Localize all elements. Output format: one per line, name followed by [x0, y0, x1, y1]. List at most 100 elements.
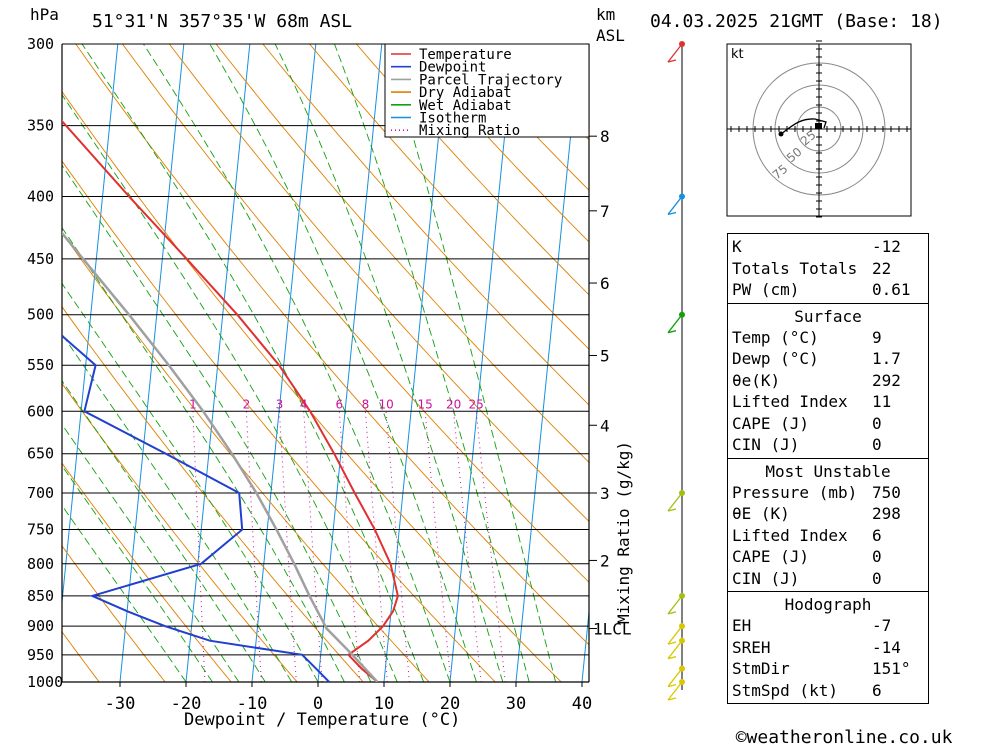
x-tick-label: -30 — [105, 694, 136, 714]
datetime-label: 04.03.2025 21GMT (Base: 18) — [650, 13, 943, 31]
pressure-tick-label: 800 — [27, 555, 54, 573]
index-value: -14 — [872, 637, 928, 659]
index-value: 1.7 — [872, 348, 928, 370]
wind-barb-staff — [668, 596, 682, 614]
index-row: PW (cm)0.61 — [728, 279, 928, 301]
wind-barb-staff — [668, 493, 682, 511]
pressure-tick-label: 450 — [27, 250, 54, 268]
km-tick-label: 6 — [600, 274, 610, 293]
mixing-ratio-line — [454, 411, 482, 682]
index-row: SREH-14 — [728, 637, 928, 659]
index-label: CIN (J) — [732, 434, 872, 456]
index-label: StmDir — [732, 658, 872, 680]
index-value: 0 — [872, 413, 928, 435]
index-label: CAPE (J) — [732, 413, 872, 435]
hodograph-unit-label: kt — [731, 47, 744, 62]
mixing-ratio-tick-label: 2 — [243, 397, 251, 411]
index-row: θE (K)298 — [728, 503, 928, 525]
index-label: Totals Totals — [732, 258, 872, 280]
index-value: 11 — [872, 391, 928, 413]
pressure-tick-label: 550 — [27, 356, 54, 374]
location-label: 51°31'N 357°35'W 68m ASL — [92, 13, 352, 31]
dry-adiabat-line — [0, 44, 495, 682]
mixing-ratio-tick-label: 10 — [378, 397, 393, 411]
index-row: StmSpd (kt)6 — [728, 680, 928, 702]
mixing-ratio-tick-label: 3 — [276, 397, 284, 411]
mixing-ratio-line — [246, 411, 261, 682]
index-label: Pressure (mb) — [732, 482, 872, 504]
km-tick-label: 7 — [600, 202, 610, 221]
pressure-tick-label: 1000 — [27, 673, 63, 691]
dry-adiabat-line — [0, 44, 429, 682]
mixing-ratio-tick-label: 4 — [300, 397, 308, 411]
index-label: θe(K) — [732, 370, 872, 392]
index-label: Lifted Index — [732, 525, 872, 547]
index-value: 292 — [872, 370, 928, 392]
index-row: Temp (°C)9 — [728, 327, 928, 349]
wet-adiabat-line — [335, 44, 530, 682]
mixing-ratio-tick-label: 25 — [469, 397, 484, 411]
km-tick-label: 3 — [600, 484, 610, 503]
index-row: EH-7 — [728, 615, 928, 637]
hodograph-start-dot — [779, 132, 784, 137]
index-row: CIN (J)0 — [728, 434, 928, 456]
mixing-ratio-tick-label: 6 — [335, 397, 343, 411]
mixing-ratio-tick-label: 15 — [417, 397, 432, 411]
wet-adiabat-line — [143, 44, 450, 682]
index-label: EH — [732, 615, 872, 637]
pressure-tick-label: 700 — [27, 484, 54, 502]
series-line-temperature — [0, 44, 398, 682]
legend-label: Mixing Ratio — [419, 123, 520, 139]
index-row: CAPE (J)0 — [728, 413, 928, 435]
site-link[interactable]: weatheronline.co.uk — [747, 727, 953, 748]
x-tick-label: 30 — [506, 694, 526, 714]
index-value: 6 — [872, 680, 928, 702]
dry-adiabat-line — [0, 44, 165, 682]
pressure-tick-label: 300 — [27, 35, 54, 53]
copyright-icon: © — [736, 727, 747, 748]
index-label: CIN (J) — [732, 568, 872, 590]
pressure-tick-label: 850 — [27, 587, 54, 605]
mixing-ratio-line — [193, 411, 205, 682]
pressure-tick-label: 600 — [27, 402, 54, 420]
wind-barb-staff — [668, 315, 682, 333]
index-row: Pressure (mb)750 — [728, 482, 928, 504]
wet-adiabat-line — [275, 44, 503, 682]
pressure-tick-label: 500 — [27, 306, 54, 324]
km-tick-label: 8 — [600, 127, 610, 146]
isotherm-line — [318, 44, 382, 682]
index-value: 6 — [872, 525, 928, 547]
pressure-tick-label: 350 — [27, 117, 54, 135]
index-value: 0 — [872, 546, 928, 568]
series-line-parcel-trajectory — [0, 44, 377, 682]
index-row: Dewp (°C)1.7 — [728, 348, 928, 370]
isotherm-line — [450, 44, 514, 682]
km-tick-label: 2 — [600, 551, 610, 570]
index-value: 0 — [872, 434, 928, 456]
wind-barb-staff — [668, 196, 682, 214]
isotherm-line — [186, 44, 250, 682]
hodograph-title: Hodograph — [728, 594, 928, 615]
pressure-tick-label: 900 — [27, 617, 54, 635]
surface-title: Surface — [728, 306, 928, 327]
height-unit-bottom: ASL — [596, 27, 625, 45]
index-label: Lifted Index — [732, 391, 872, 413]
index-label: CAPE (J) — [732, 546, 872, 568]
isotherm-line — [54, 44, 118, 682]
index-label: StmSpd (kt) — [732, 680, 872, 702]
index-value: -12 — [872, 236, 928, 258]
index-value: 0 — [872, 568, 928, 590]
index-row: CAPE (J)0 — [728, 546, 928, 568]
storm-motion-marker — [815, 123, 822, 129]
x-tick-label: 40 — [572, 694, 592, 714]
mixing-ratio-tick-label: 1 — [189, 397, 197, 411]
index-row: CIN (J)0 — [728, 568, 928, 590]
